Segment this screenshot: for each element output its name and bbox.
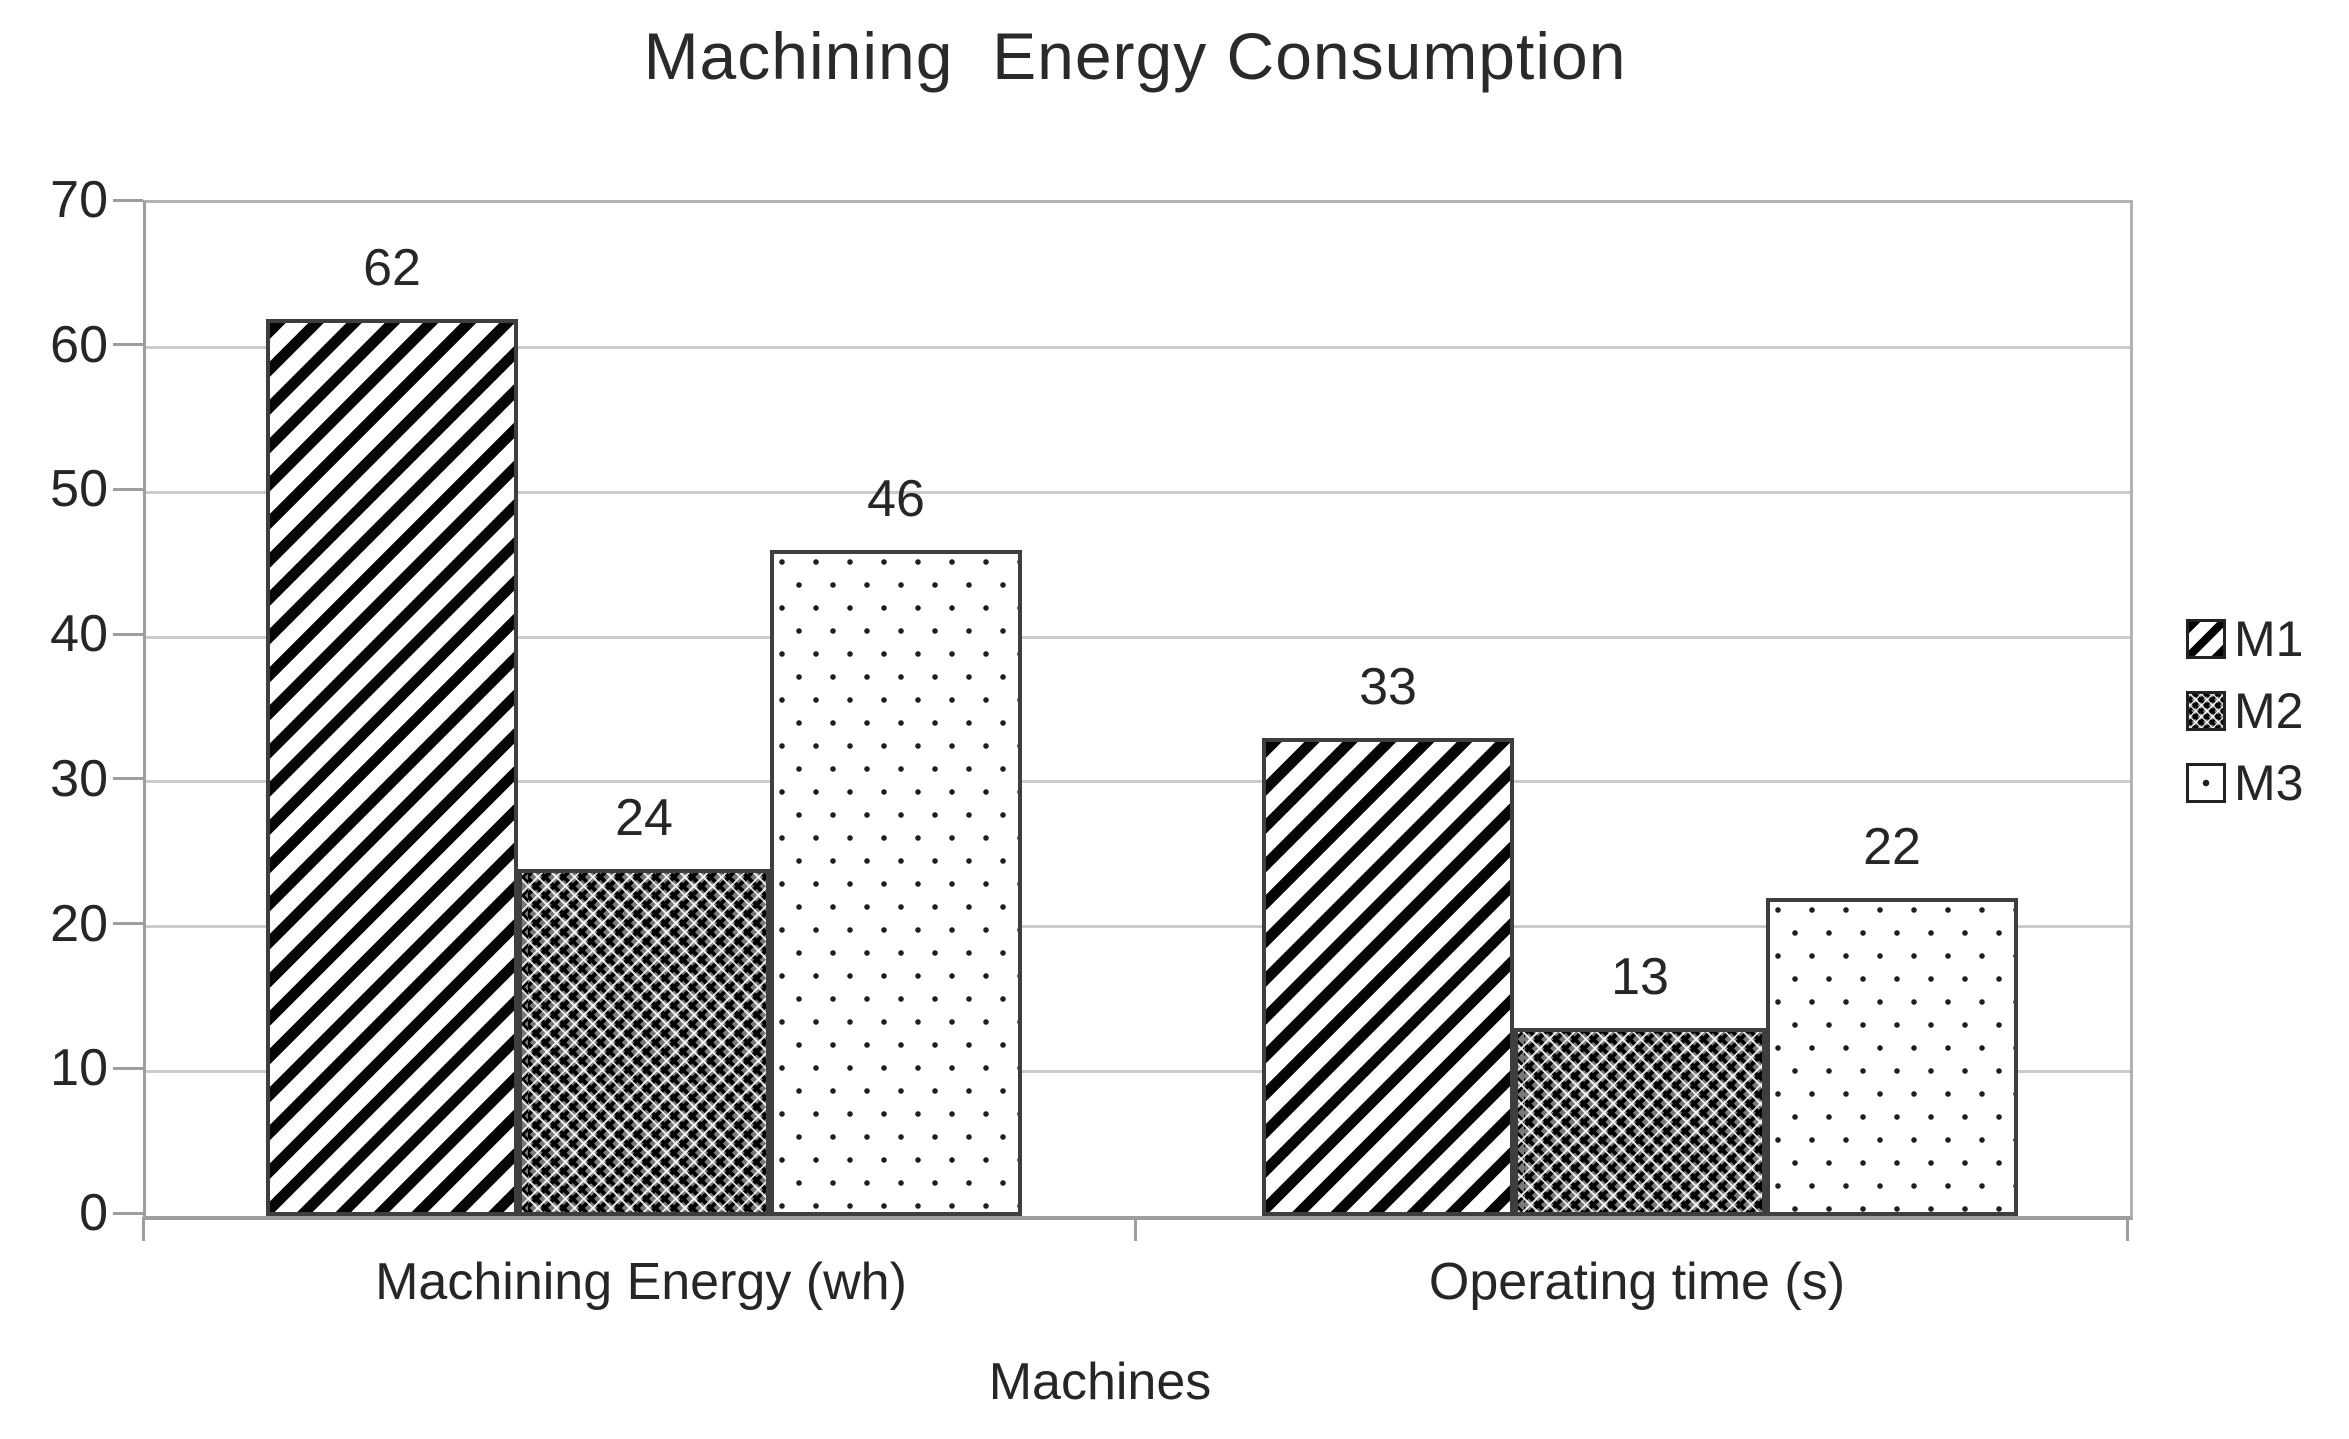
gridline-y-50 [146,490,2130,494]
y-axis-tick-label-20: 20 [50,894,108,953]
chart-title: Machining Energy Consumption [643,19,1627,93]
y-axis-tick-label-60: 60 [50,315,108,374]
y-axis-tick-label-50: 50 [50,460,108,519]
y-axis-tick-0 [113,1211,143,1215]
legend-item-m1: M1 [2186,614,2303,664]
plot-area: 62 33 24 13 46 22 [143,200,2133,1220]
category-label-1: Machining Energy (wh) [375,1253,907,1311]
bar-value-label-m3-category-1: 46 [867,470,925,528]
x-axis-tick-1 [1133,1217,1137,1241]
gridline-y-30 [146,780,2130,784]
legend-swatch-m3-dot-grid-icon [2186,763,2226,803]
y-axis-tick-50 [113,487,143,491]
bar-value-label-m2-category-1: 24 [615,789,673,847]
legend-swatch-m2-dense-crosshatch-icon [2186,691,2226,731]
legend: M1 M2 M3 [2186,614,2303,830]
bar-m3-category-2 [1766,898,2018,1216]
legend-item-m2: M2 [2186,686,2303,736]
bar-m3-category-1 [770,550,1022,1216]
y-axis-tick-label-30: 30 [50,749,108,808]
gridline-y-40 [146,635,2130,639]
legend-item-m3: M3 [2186,758,2303,808]
legend-swatch-m1-diagonal-stripes-icon [2186,619,2226,659]
bar-m1-category-1 [266,319,518,1216]
bar-m2-category-2 [1514,1028,1766,1216]
legend-label-m2: M2 [2234,683,2304,739]
y-axis-tick-70 [113,198,143,202]
x-axis-tick-0 [141,1217,145,1241]
y-axis-tick-label-0: 0 [79,1184,108,1242]
y-axis-tick-label-70: 70 [50,171,108,229]
y-axis-tick-label-10: 10 [50,1039,108,1098]
gridline-y-60 [146,346,2130,350]
y-axis-tick-30 [113,777,143,781]
bar-m1-category-2 [1262,738,1514,1216]
y-axis-tick-60 [113,343,143,347]
y-axis-tick-10 [113,1066,143,1070]
x-axis-tick-2 [2125,1217,2129,1241]
bar-value-label-m1-category-1: 62 [363,239,421,297]
gridline-y-10 [146,1069,2130,1073]
y-axis-tick-label-40: 40 [50,605,108,664]
bar-value-label-m3-category-2: 22 [1863,818,1921,876]
category-label-2: Operating time (s) [1428,1253,1846,1311]
y-axis-tick-40 [113,632,143,636]
legend-label-m1: M1 [2234,611,2304,667]
x-axis-title: Machines [988,1353,1212,1411]
legend-label-m3: M3 [2234,755,2304,811]
gridline-y-20 [146,925,2130,929]
y-axis-tick-20 [113,922,143,926]
bar-m2-category-1 [518,869,770,1216]
bar-value-label-m2-category-2: 13 [1611,948,1669,1006]
bar-value-label-m1-category-2: 33 [1359,658,1417,716]
